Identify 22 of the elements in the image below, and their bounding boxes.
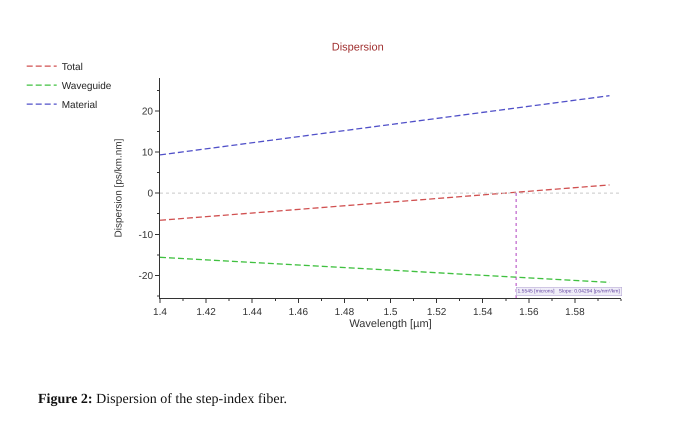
- x-tick-label: 1.4: [153, 307, 168, 318]
- x-tick-label: 1.5: [384, 307, 398, 318]
- legend-label: Total: [62, 62, 83, 73]
- y-tick-label: 10: [142, 148, 154, 159]
- x-tick-label: 1.44: [242, 307, 262, 318]
- x-tick-label: 1.48: [334, 307, 355, 318]
- y-tick-label: -20: [138, 270, 154, 282]
- legend-label: Material: [62, 100, 98, 111]
- caption: Figure 2: Dispersion of the step-index fiber.: [38, 392, 287, 407]
- legend-label: Waveguide: [62, 81, 112, 92]
- y-tick-label: 20: [142, 106, 154, 118]
- x-tick-label: 1.58: [565, 307, 586, 318]
- x-tick-label: 1.54: [472, 307, 493, 318]
- y-tick-label: 0: [147, 188, 154, 200]
- x-tick-label: 1.42: [196, 307, 216, 318]
- x-tick-label: 1.56: [519, 307, 539, 318]
- x-tick-label: 1.52: [426, 307, 447, 318]
- y-axis-title: Dispersion [ps/km.nm]: [114, 138, 125, 238]
- y-tick-label: -10: [138, 230, 154, 241]
- chart-title: Dispersion: [332, 41, 384, 54]
- x-tick-label: 1.46: [288, 307, 308, 318]
- x-axis-title: Wavelength [µm]: [349, 318, 432, 330]
